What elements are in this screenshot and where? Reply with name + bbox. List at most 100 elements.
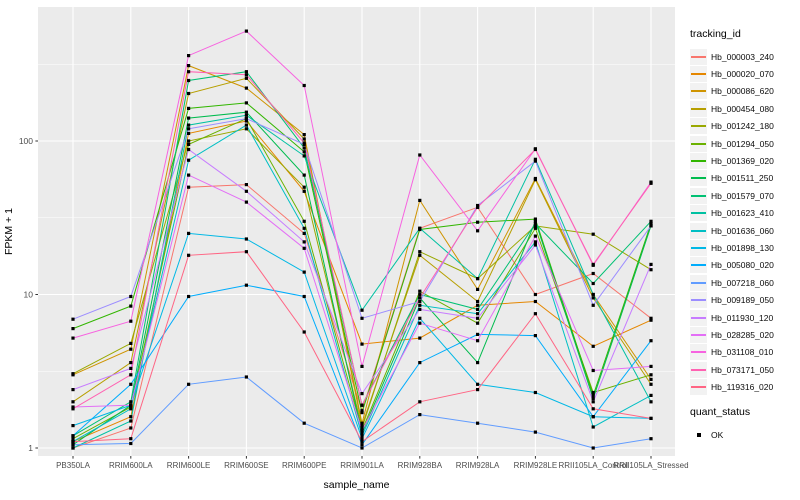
data-point xyxy=(71,446,75,450)
legend-item-ok: OK xyxy=(690,426,798,443)
legend-line-swatch xyxy=(690,309,707,326)
data-point xyxy=(129,437,133,441)
series-color-line-icon xyxy=(691,125,706,128)
legend-line-swatch xyxy=(690,118,707,135)
data-point xyxy=(244,183,248,187)
data-point xyxy=(187,185,191,189)
data-point xyxy=(591,296,595,300)
data-point xyxy=(129,319,133,323)
data-point xyxy=(533,299,537,304)
data-point xyxy=(591,271,595,276)
data-point xyxy=(476,382,480,386)
data-point xyxy=(649,416,653,420)
legend-item-Hb_007218_060: Hb_007218_060 xyxy=(690,274,798,291)
data-point xyxy=(418,250,422,254)
x-tick-label: RRIM928LE xyxy=(514,461,558,470)
y-tick-label: 1 xyxy=(28,443,33,453)
data-point xyxy=(476,312,480,316)
data-point xyxy=(302,146,306,150)
data-point xyxy=(71,434,75,438)
data-point xyxy=(302,141,306,145)
legend-item-label: Hb_001242_180 xyxy=(711,121,774,132)
data-point xyxy=(187,91,191,96)
data-point xyxy=(360,426,364,430)
data-point xyxy=(533,390,537,395)
data-point xyxy=(591,368,595,373)
data-point xyxy=(649,382,653,386)
y-tick-label: 100 xyxy=(19,136,33,146)
legend-line-swatch xyxy=(690,379,707,396)
x-tick-label: PB350LA xyxy=(56,461,90,470)
data-point xyxy=(649,400,653,404)
data-point xyxy=(71,336,75,340)
data-point xyxy=(360,434,364,438)
legend-entries: Hb_000003_240 Hb_000020_070 Hb_000086_620 H… xyxy=(690,48,798,396)
legend-item-Hb_001369_020: Hb_001369_020 xyxy=(690,152,798,170)
data-point xyxy=(418,336,422,340)
data-point xyxy=(649,318,653,322)
data-point xyxy=(476,339,480,343)
data-point xyxy=(418,303,422,307)
data-point xyxy=(418,299,422,304)
data-point xyxy=(476,388,480,392)
data-point xyxy=(71,327,75,331)
data-point xyxy=(302,173,306,177)
data-point xyxy=(187,231,191,235)
data-point xyxy=(129,382,133,386)
data-point xyxy=(244,283,248,287)
data-point xyxy=(360,443,364,447)
legend-line-swatch xyxy=(690,239,707,256)
data-point xyxy=(533,147,537,152)
data-point xyxy=(418,400,422,404)
series-color-line-icon xyxy=(691,264,706,267)
legend-item-Hb_000020_070: Hb_000020_070 xyxy=(690,65,798,83)
series-color-line-icon xyxy=(691,333,706,336)
data-point xyxy=(302,83,306,88)
legend-line-swatch xyxy=(690,344,707,361)
data-point xyxy=(71,317,75,321)
data-point xyxy=(591,262,595,266)
legend-line-swatch xyxy=(690,153,707,170)
x-tick-label: RRIM901LA xyxy=(340,461,384,470)
data-point xyxy=(476,220,480,224)
data-point xyxy=(418,226,422,230)
data-point xyxy=(187,78,191,83)
x-tick-label: RRIM600PE xyxy=(282,461,326,470)
data-point xyxy=(302,421,306,425)
data-point xyxy=(244,70,248,74)
legend-line-swatch xyxy=(690,274,707,291)
data-point xyxy=(187,382,191,386)
data-point xyxy=(71,372,75,376)
data-point xyxy=(649,262,653,266)
legend-line-swatch xyxy=(690,205,707,222)
data-point xyxy=(476,203,480,208)
data-point xyxy=(533,334,537,338)
data-point xyxy=(533,178,537,182)
data-point xyxy=(418,307,422,311)
series-color-line-icon xyxy=(691,107,706,110)
data-point xyxy=(649,437,653,441)
data-point xyxy=(476,287,480,291)
data-point xyxy=(129,415,133,419)
x-tick-label: RRIM928BA xyxy=(398,461,443,470)
data-point xyxy=(244,237,248,241)
data-point xyxy=(187,54,191,58)
data-point xyxy=(360,446,364,450)
data-point xyxy=(244,189,248,193)
data-point xyxy=(187,70,191,74)
y-axis-title: FPKM + 1 xyxy=(3,208,15,255)
legend-line-swatch xyxy=(690,83,707,100)
data-point xyxy=(302,294,306,299)
data-point xyxy=(71,440,75,444)
data-point xyxy=(244,375,248,379)
data-point xyxy=(129,361,133,365)
legend-line-swatch xyxy=(690,170,707,187)
legend-item-label: Hb_000454_080 xyxy=(711,103,774,114)
data-point xyxy=(476,307,480,311)
data-point xyxy=(533,221,537,226)
x-tick-label: RRIM600LA xyxy=(109,461,153,470)
data-point xyxy=(244,101,248,105)
data-point xyxy=(533,240,537,244)
series-color-line-icon xyxy=(691,246,706,249)
data-point xyxy=(302,185,306,189)
